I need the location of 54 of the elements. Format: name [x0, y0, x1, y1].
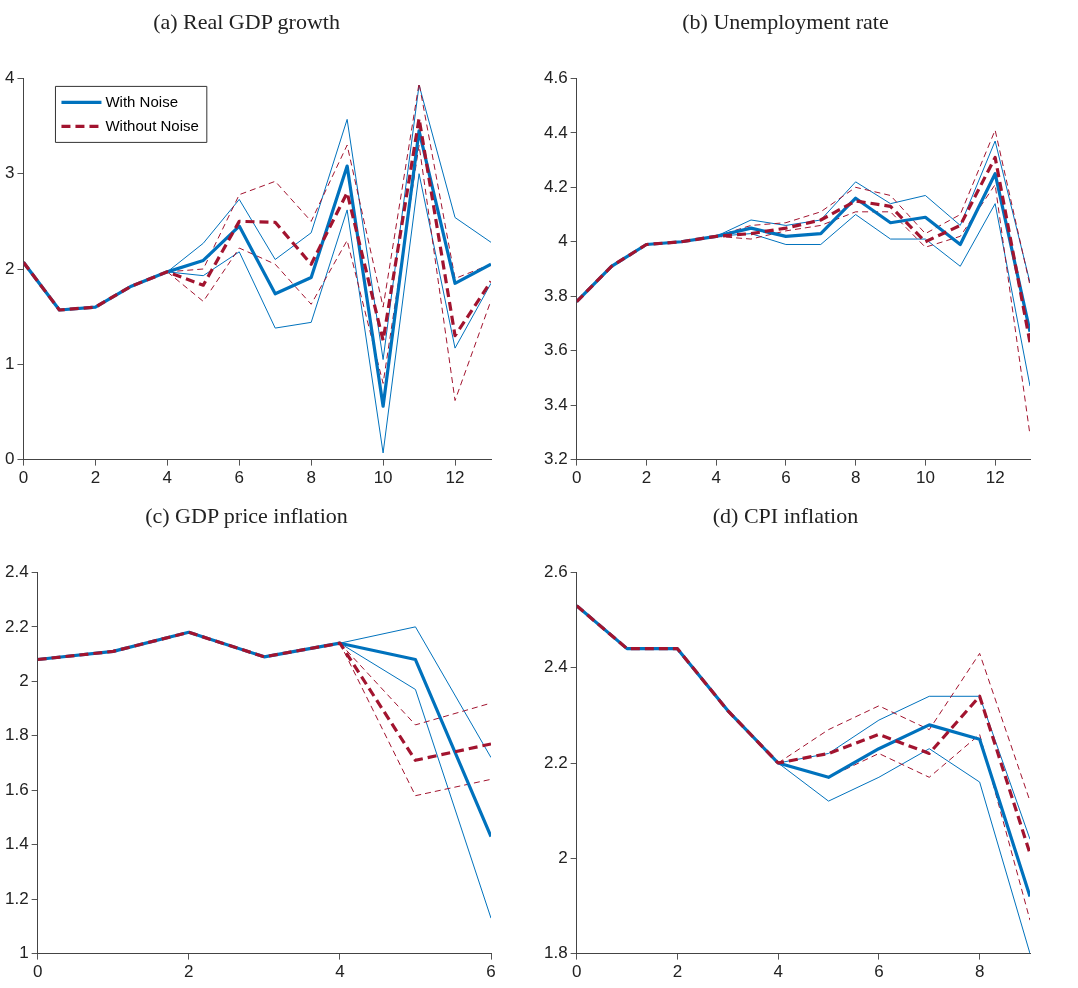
y-tick-label: 1.2	[4, 888, 29, 908]
y-tick-label: 2.6	[543, 562, 568, 582]
x-tick-label: 2	[672, 962, 683, 982]
x-tick-label: 2	[184, 962, 194, 982]
y-tick-label: 1	[19, 943, 29, 963]
x-tick-label: 6	[781, 468, 791, 488]
x-tick-label: 4	[162, 468, 173, 488]
x-tick-label: 12	[985, 468, 1005, 488]
x-tick-label: 10	[915, 468, 935, 488]
x-tick-label: 2	[90, 468, 101, 488]
y-tick-label: 3.8	[543, 285, 568, 305]
y-tick-label: 0	[4, 449, 15, 469]
y-tick-label: 2	[4, 258, 15, 278]
y-tick-label: 2	[558, 847, 568, 867]
y-tick-label: 1	[4, 353, 15, 373]
x-tick-label: 6	[874, 962, 884, 982]
legend-label: Without Noise	[105, 116, 199, 134]
y-tick-label: 1.6	[4, 779, 29, 799]
x-tick-label: 6	[486, 962, 496, 982]
x-tick-label: 0	[32, 962, 43, 982]
y-tick-label: 1.8	[4, 725, 29, 745]
x-tick-label: 8	[974, 962, 985, 982]
y-tick-label: 2.2	[4, 616, 29, 636]
y-tick-label: 4.4	[543, 122, 568, 142]
x-tick-label: 8	[850, 468, 861, 488]
x-tick-label: 6	[234, 468, 244, 488]
x-tick-label: 2	[641, 468, 652, 488]
y-tick-label: 3.6	[543, 340, 568, 360]
y-tick-label: 1.8	[543, 943, 568, 963]
x-tick-label: 0	[571, 962, 582, 982]
y-tick-label: 3.4	[543, 394, 568, 414]
x-tick-label: 4	[711, 468, 721, 488]
chart-title: (d) CPI inflation	[712, 502, 859, 528]
x-tick-label: 10	[373, 468, 393, 488]
y-tick-label: 4.6	[543, 68, 568, 88]
y-tick-label: 3.2	[543, 449, 568, 469]
chart-title: (a) Real GDP growth	[153, 8, 340, 34]
y-tick-label: 2.4	[4, 562, 29, 582]
y-tick-label: 1.4	[4, 834, 29, 854]
legend-label: With Noise	[105, 92, 178, 110]
y-tick-label: 4	[4, 68, 15, 88]
x-tick-label: 4	[335, 962, 345, 982]
y-tick-label: 4	[558, 231, 568, 251]
x-tick-label: 12	[445, 468, 465, 488]
y-tick-label: 2.4	[543, 657, 568, 677]
y-tick-label: 3	[4, 163, 15, 183]
y-tick-label: 4.2	[543, 177, 568, 196]
x-tick-label: 0	[571, 468, 582, 488]
x-tick-label: 8	[306, 468, 316, 488]
chart-title: (c) GDP price inflation	[145, 502, 348, 528]
chart-title: (b) Unemployment rate	[682, 8, 889, 34]
y-tick-label: 2	[19, 671, 29, 690]
x-tick-label: 4	[773, 962, 783, 982]
y-tick-label: 2.2	[543, 752, 568, 772]
